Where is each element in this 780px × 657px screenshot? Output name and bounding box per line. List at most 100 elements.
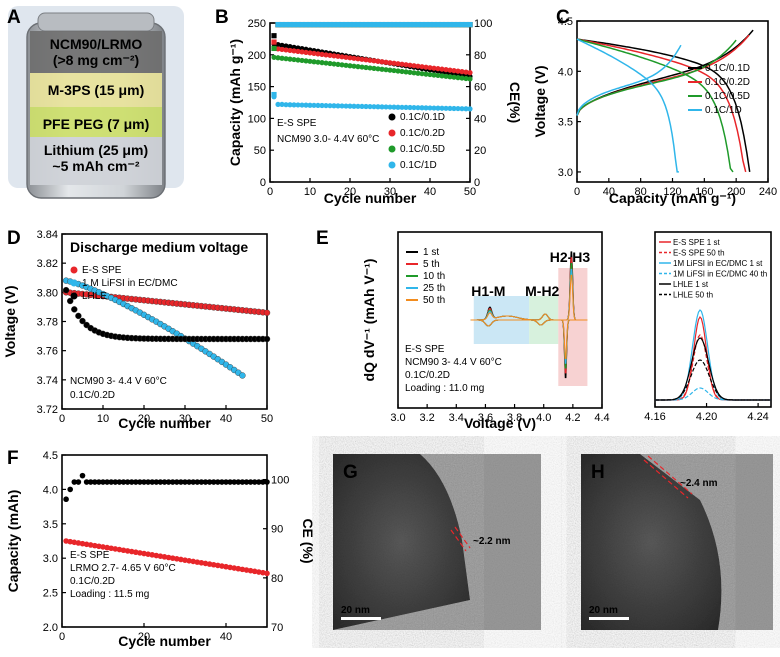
ce-point [198,479,205,485]
inset-legend-label-4: LHLE 1 st [673,280,709,289]
y-tick-label: 100 [248,113,266,125]
y2-tick-label: 60 [474,82,486,94]
capacity-point-3 [315,102,321,109]
capacity-point-2 [371,65,377,71]
capacity-point-2 [283,56,289,62]
ce-point [153,479,160,485]
panel-e-inset-chart: 4.16 4.20 4.24E-S SPE 1 stE-S SPE 50 th1M … [644,231,772,423]
x-tick-label: 0 [59,413,65,425]
legend-label-0: 1 st [423,247,439,258]
capacity-point-3 [307,102,313,108]
panel-d-chart: 0 10 20 30 40 50 3.72 3.74 3.76 3.78 3.80 3.82 3.84 C… [2,229,273,431]
ce-point [133,479,139,485]
legend-label-3: 0.1C/1D [400,160,437,171]
ce-point-3 [283,21,289,28]
ce-point-1 [271,39,277,45]
ce-point [116,479,123,485]
capacity-point-1 [451,68,457,74]
ce-point [137,479,143,485]
y-tick-label: 3.72 [37,404,58,416]
lattice-line-1 [643,459,689,499]
legend-marker-0 [388,113,396,121]
scale-bar [589,617,629,620]
y2-tick-label: 80 [271,573,283,585]
ce-point [182,479,188,485]
capacity-point-3 [407,104,413,111]
x-axis-label: Cycle number [118,633,211,649]
lattice-line-2 [647,455,693,495]
panel-label-G: G [343,462,358,483]
y2-tick-label: 70 [271,622,283,634]
y-tick-label: 3.74 [37,375,58,387]
capacity-point-2 [399,68,405,75]
panel-e-chart: 3.0 3.2 3.4 3.6 3.8 4.0 4.2 4.4 Voltage (V) dQ dV… [361,231,610,431]
axes-frame [61,454,268,628]
capacity-point-2 [335,61,341,68]
annotation-line-1: 0.1C/0.2D [70,390,115,401]
y-axis-label: dQ dV⁻¹ (mAh V⁻¹) [361,259,377,382]
capacity-point-0 [283,43,289,49]
x-tick-label: 240 [759,186,777,198]
ce-point [255,479,262,485]
annotation-line-2: 0.1C/0.2D [405,370,450,381]
ce-point-3 [459,21,465,28]
ce-point [63,496,69,503]
capacity-point-1 [403,62,409,68]
x-tick-label: 10 [304,186,316,198]
ce-point [67,486,73,493]
capacity-point-1 [351,55,357,61]
inset-legend-label-3: 1M LiFSI in EC/DMC 40 th [673,270,767,279]
capacity-point-3 [459,106,465,112]
capacity-point-2 [431,72,437,78]
axes-frame [397,231,603,409]
capacity-point-1 [347,55,353,61]
discharge-curve-1 [576,38,747,173]
capacity-point-2 [307,58,313,64]
y-tick-label: 4.0 [43,484,58,496]
ce-point [149,479,155,485]
capacity-point-1 [295,48,301,54]
capacity-point-3 [279,101,285,108]
panel-label-B: B [215,7,229,28]
voltage-point-2 [79,317,86,325]
ce-point-3 [331,21,337,28]
region-label-1: M-H2 [525,283,559,299]
annotation-line-0: NCM90 3- 4.4 V 60°C [70,376,167,387]
capacity-point-1 [311,50,317,56]
capacity-point-2 [323,60,329,66]
legend-label-2: LHLE [82,291,107,302]
x-tick-label: 50 [261,413,273,425]
x-tick-label: 40 [220,631,232,643]
battery-layer-3 [30,137,162,185]
capacity-point-2 [311,59,317,65]
ce-point-2 [271,45,277,52]
y-tick-label: 4.0 [558,66,573,78]
ce-point-3 [347,21,353,28]
panel-label-E: E [316,228,329,249]
x-tick-label: 200 [727,186,745,198]
ce-point [169,479,176,485]
capacity-point-1 [371,58,377,64]
capacity-point-2 [279,55,285,61]
y2-tick-label: 20 [474,145,486,157]
capacity-point-2 [355,64,361,70]
ce-point-3 [367,21,373,28]
voltage-point-2 [75,312,82,320]
panel-label-A: A [7,7,21,28]
scale-bar-label: 20 nm [341,605,370,616]
legend-label-3: 25 th [423,283,445,294]
ce-point [251,479,258,485]
ce-point-3 [295,21,301,28]
y2-tick-label: 80 [474,50,486,62]
capacity-point-3 [339,103,345,109]
y2-axis-label: CE(%) [507,82,523,123]
battery-layer-2 [30,107,162,137]
ce-point [227,479,233,485]
capacity-point-1 [435,66,441,72]
capacity-point-1 [407,62,413,68]
capacity-point-2 [379,66,385,72]
ce-point-3 [343,21,349,28]
capacity-point-3 [343,103,349,109]
voltage-point-2 [263,335,271,343]
x-tick-label: 4.24 [747,411,768,423]
